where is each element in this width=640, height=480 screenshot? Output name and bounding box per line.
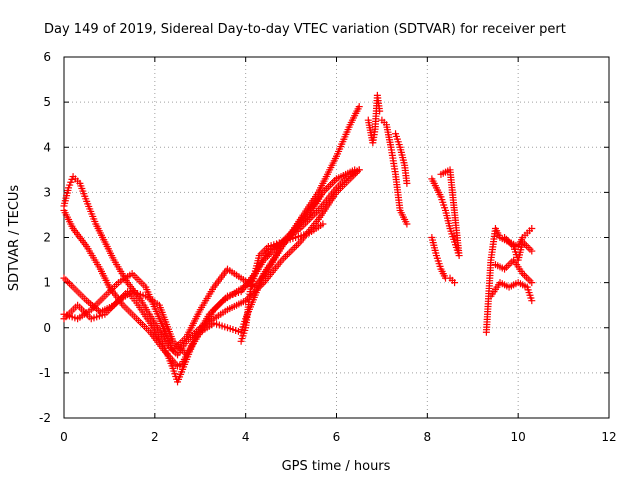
data-point [351, 166, 359, 174]
data-points [60, 91, 536, 386]
data-point [451, 279, 459, 287]
series-sat-f [237, 175, 340, 345]
x-axis-label: GPS time / hours [282, 459, 391, 474]
data-point [403, 179, 411, 187]
data-point [522, 273, 530, 281]
data-point [521, 271, 529, 279]
data-point [524, 275, 532, 283]
y-tick-label: 5 [43, 95, 51, 109]
y-tick-label: -1 [39, 366, 51, 380]
series-sat-k [428, 234, 459, 287]
data-point [283, 251, 291, 259]
y-tick-label: 0 [43, 321, 51, 335]
data-point [528, 224, 536, 232]
data-point [437, 170, 445, 178]
chart-title: Day 149 of 2019, Sidereal Day-to-day VTE… [44, 22, 566, 37]
x-tick-label: 4 [242, 430, 250, 444]
data-point [526, 277, 534, 285]
data-point [502, 263, 510, 271]
data-point [64, 278, 72, 286]
data-point [506, 260, 514, 268]
data-point [528, 279, 536, 287]
x-tick-label: 0 [60, 430, 68, 444]
grid [64, 57, 609, 418]
x-tick-label: 6 [333, 430, 341, 444]
y-axis-label: SDTVAR / TECUs [7, 185, 22, 292]
x-tick-label: 8 [424, 430, 432, 444]
data-point [403, 220, 411, 228]
series-sat-a [60, 103, 363, 370]
y-tick-label: 6 [43, 50, 51, 64]
data-point [280, 254, 288, 262]
data-point [294, 240, 302, 248]
data-point [289, 245, 297, 253]
x-tick-label: 10 [511, 430, 526, 444]
series-sat-l [482, 224, 536, 336]
data-point [285, 249, 293, 257]
y-tick-label: 2 [43, 231, 51, 245]
data-point [528, 297, 536, 305]
y-tick-label: -2 [39, 411, 51, 425]
data-point [282, 252, 290, 260]
y-tick-label: 3 [43, 185, 51, 199]
data-point [522, 242, 530, 250]
data-point [60, 274, 68, 282]
data-point [524, 243, 532, 251]
series-sat-h [378, 116, 411, 228]
data-point [287, 247, 295, 255]
data-point [528, 247, 536, 255]
data-point [319, 220, 327, 228]
series-sat-j [428, 166, 463, 260]
x-tick-label: 2 [151, 430, 159, 444]
data-point [526, 245, 534, 253]
series-sat-g [364, 91, 384, 147]
series-sat-o [501, 234, 536, 264]
data-point [291, 243, 299, 251]
data-point [355, 103, 363, 111]
data-point [376, 107, 384, 115]
data-point [293, 242, 301, 250]
series-sat-n [487, 279, 536, 305]
series-sat-i [392, 130, 411, 187]
series-sat-b [60, 166, 363, 359]
data-point [65, 280, 73, 288]
data-point [333, 175, 340, 183]
y-tick-label: 1 [43, 276, 51, 290]
y-tick-label: 4 [43, 140, 51, 154]
x-tick-label: 12 [601, 430, 616, 444]
